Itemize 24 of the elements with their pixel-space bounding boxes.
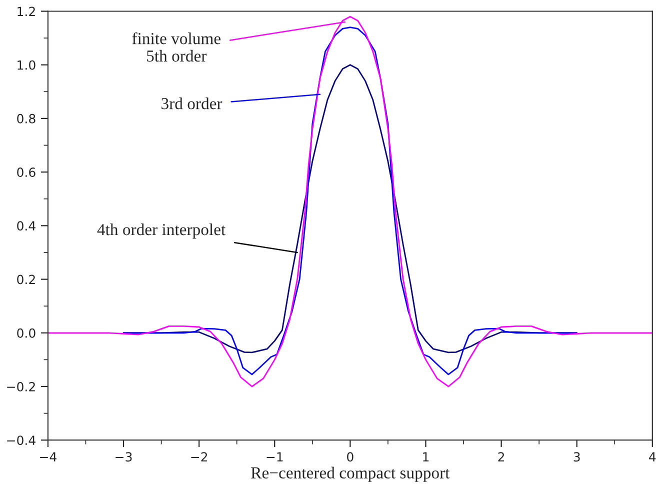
x-tick-label: 3: [574, 452, 580, 462]
y-tick-label: 0.4: [17, 221, 36, 231]
line-series: [122, 26, 578, 376]
x-tick-label: −2: [191, 452, 208, 462]
x-tick-label: 4: [649, 452, 656, 462]
y-tick-label: −0.4: [7, 436, 36, 446]
y-tick-label: 1.2: [18, 6, 35, 16]
y-tick-label: 1.0: [18, 60, 36, 70]
y-tick-label: 0.2: [17, 274, 35, 284]
y-tick-label: −0.2: [7, 382, 35, 392]
x-tick-label: −4: [40, 452, 56, 462]
annotation: finite volume 5th order: [132, 32, 220, 62]
x-tick-label: 0: [347, 452, 354, 462]
x-tick-label: −1: [266, 452, 283, 462]
annotation: 3rd order: [162, 98, 222, 110]
x-tick-label: 1: [423, 452, 429, 462]
y-tick-label: 0.6: [17, 168, 36, 177]
y-tick-label: 0.8: [17, 114, 36, 124]
annotation: 4th order interpolet: [97, 223, 226, 239]
x-axis-title: Re−centered compact support: [251, 466, 450, 482]
line-series: [48, 16, 652, 388]
x-tick-label: −3: [116, 452, 132, 462]
y-tick-label: 0.0: [17, 328, 36, 338]
x-tick-label: 2: [498, 452, 504, 462]
